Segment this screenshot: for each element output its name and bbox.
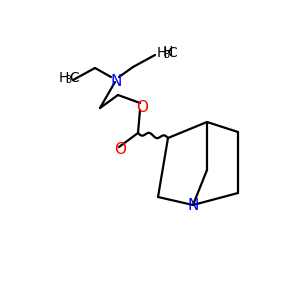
Text: H: H (59, 71, 69, 85)
Text: O: O (114, 142, 126, 157)
Text: H: H (157, 46, 167, 60)
Text: O: O (136, 100, 148, 115)
Text: 3: 3 (65, 75, 71, 85)
Text: C: C (69, 71, 79, 85)
Text: N: N (187, 197, 199, 212)
Text: C: C (167, 46, 177, 60)
Text: H: H (163, 45, 173, 59)
Text: N: N (110, 74, 122, 88)
Text: 3: 3 (163, 50, 169, 60)
